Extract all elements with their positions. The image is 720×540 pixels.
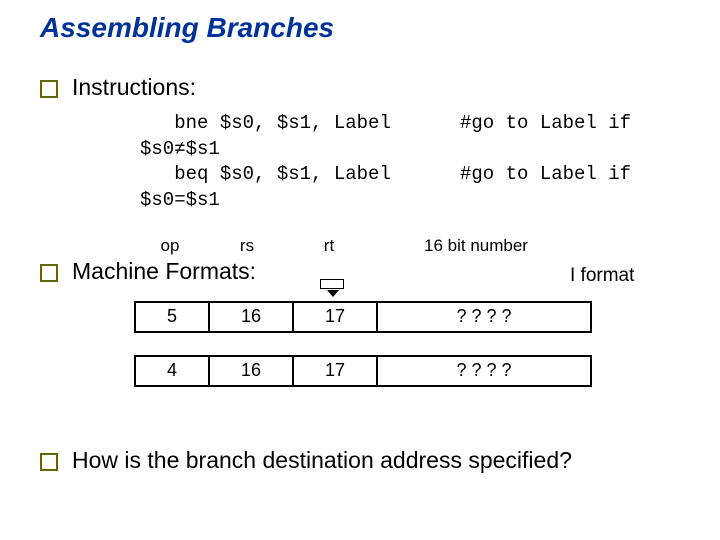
hdr-rt: rt [288,232,370,260]
code-ne-cond: $s0≠$s1 [140,137,690,163]
r1-rs: 16 [209,302,293,332]
r1-op: 5 [135,302,209,332]
r2-rt: 17 [293,356,377,386]
machine-formats-label: Machine Formats: [72,258,256,285]
iformat-label: I format [570,265,634,287]
code-eq-cond: $s0=$s1 [140,188,690,214]
format-row2: 4 16 17 ? ? ? ? [134,355,592,387]
hdr-rs: rs [206,232,288,260]
page-title: Assembling Branches [40,12,690,44]
code-beq: beq $s0, $s1, Label [140,162,460,188]
code-bne: bne $s0, $s1, Label [140,111,460,137]
bullet-icon [40,264,58,282]
instructions-section: Instructions: [40,74,690,101]
r2-rs: 16 [209,356,293,386]
r2-op: 4 [135,356,209,386]
down-arrow-icon [320,279,690,297]
r2-imm: ? ? ? ? [377,356,591,386]
instructions-label: Instructions: [72,74,196,101]
question-section: How is the branch destination address sp… [40,447,690,474]
code-beq-comment: #go to Label if [460,162,631,188]
bullet-icon [40,453,58,471]
code-block: bne $s0, $s1, Label #go to Label if $s0≠… [140,111,690,214]
question-label: How is the branch destination address sp… [72,447,572,474]
format-header-table: op rs rt 16 bit number [134,232,582,260]
format-row1: 5 16 17 ? ? ? ? [134,301,592,333]
hdr-imm: 16 bit number [370,232,582,260]
hdr-op: op [134,232,206,260]
code-bne-comment: #go to Label if [460,111,631,137]
r1-imm: ? ? ? ? [377,302,591,332]
bullet-icon [40,80,58,98]
r1-rt: 17 [293,302,377,332]
